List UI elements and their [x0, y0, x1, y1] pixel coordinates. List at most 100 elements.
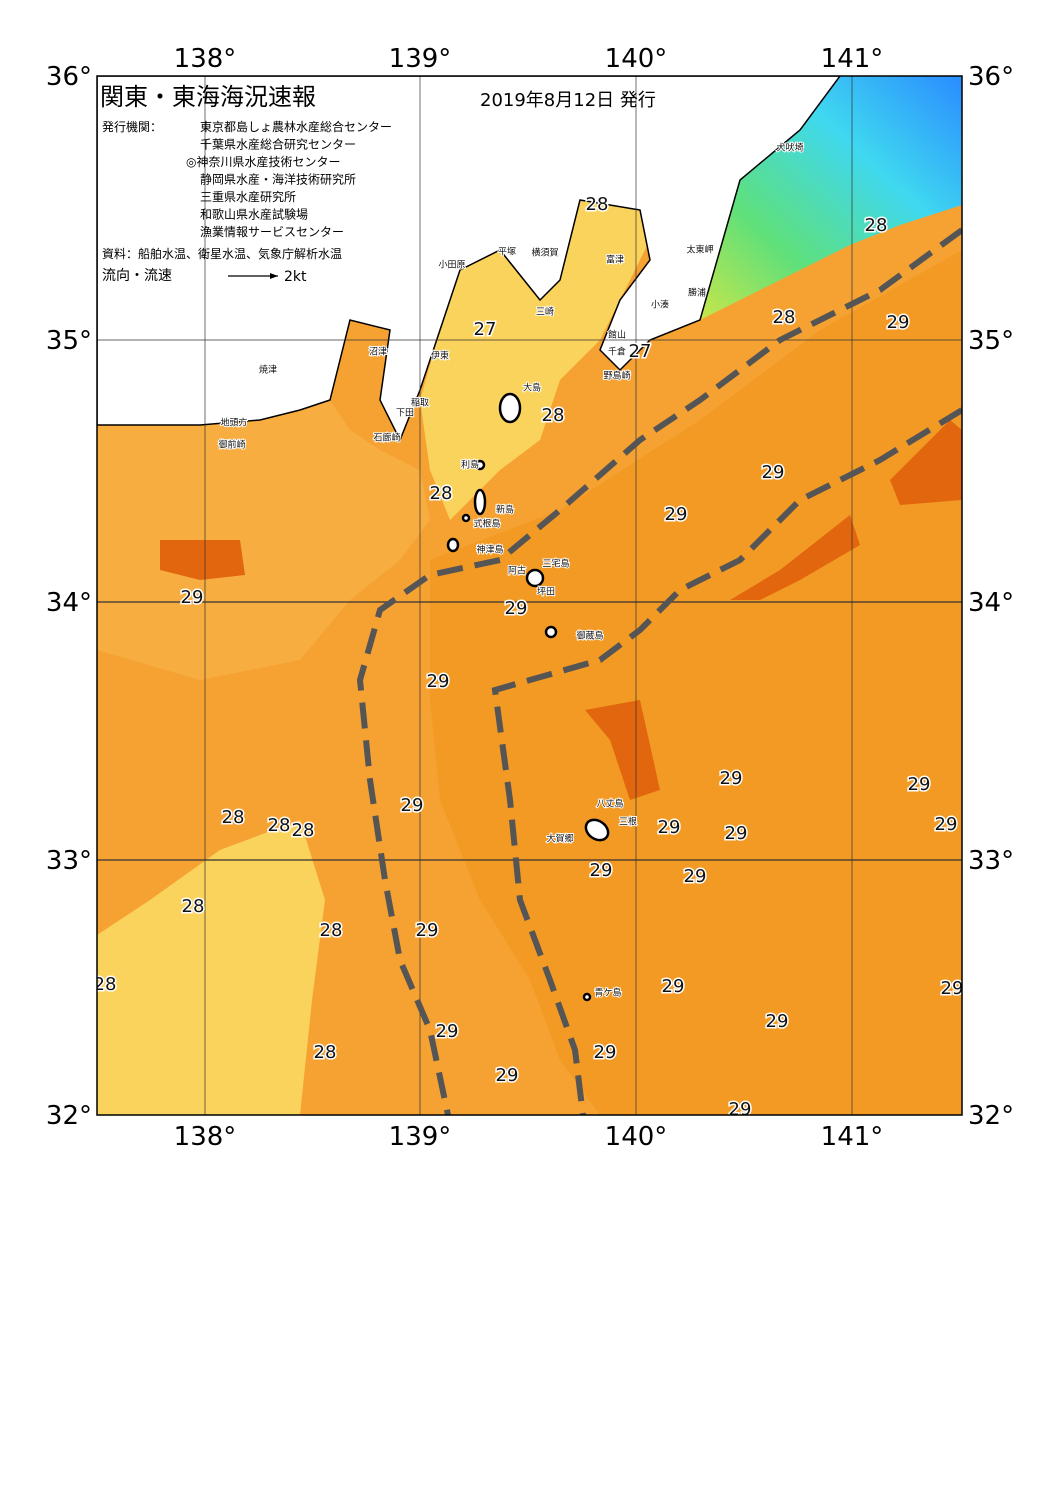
- place-name: 焼津: [259, 365, 277, 376]
- place-name: 小湊: [651, 299, 669, 311]
- temperature-label: 28: [314, 1042, 337, 1063]
- temperature-label: 27: [474, 319, 497, 340]
- temperature-label: 29: [181, 587, 204, 608]
- temperature-label: 29: [416, 920, 439, 941]
- temperature-label: 29: [908, 774, 931, 795]
- place-name: 稲取: [411, 397, 429, 409]
- place-name: 館山: [608, 329, 626, 341]
- flow-label: 流向・流速: [102, 268, 172, 284]
- place-name: 横須賀: [531, 247, 558, 259]
- temperature-label: 29: [662, 976, 685, 997]
- place-name: 御前崎: [218, 439, 245, 451]
- temperature-label: 29: [590, 860, 613, 881]
- temperature-label: 29: [729, 1099, 752, 1120]
- longitude-label: 139°: [389, 44, 452, 74]
- temperature-label: 29: [887, 312, 910, 333]
- place-name: 小田原: [438, 260, 465, 271]
- place-name: 下田: [396, 408, 414, 419]
- temperature-label: 28: [542, 405, 565, 426]
- place-name: 犬吠埼: [776, 142, 803, 154]
- longitude-label: 141°: [821, 44, 884, 74]
- place-name: 利島: [461, 459, 479, 471]
- place-name: 三宅島: [542, 558, 569, 570]
- temperature-label: 28: [430, 483, 453, 504]
- flow-scale: 2kt: [284, 269, 307, 285]
- temperature-label: 29: [684, 866, 707, 887]
- temperature-label: 29: [941, 978, 964, 999]
- place-name: 千倉: [608, 346, 626, 358]
- publisher: 静岡県水産・海洋技術研究所: [200, 172, 356, 187]
- place-name: 式根島: [473, 518, 500, 530]
- place-name: 青ケ島: [594, 987, 621, 999]
- temperature-label: 29: [766, 1011, 789, 1032]
- latitude-label: 33°: [968, 846, 1014, 876]
- place-name: 野島崎: [603, 370, 630, 382]
- temperature-label: 27: [629, 341, 652, 362]
- temperature-label: 29: [436, 1021, 459, 1042]
- temperature-label: 29: [594, 1042, 617, 1063]
- publisher-label: 発行機関：: [102, 119, 162, 134]
- temperature-label: 29: [427, 671, 450, 692]
- flow-arrow-head: [270, 273, 278, 279]
- temperature-label: 28: [320, 920, 343, 941]
- latitude-label: 36°: [46, 62, 92, 92]
- publisher: 東京都島しょ農林水産総合センター: [200, 119, 392, 134]
- place-name: 三根: [619, 816, 637, 828]
- temperature-label: 29: [658, 817, 681, 838]
- place-name: 神津島: [476, 544, 503, 556]
- date: 2019年8月12日 発行: [480, 90, 656, 111]
- place-name: 地頭方: [220, 417, 247, 429]
- longitude-label: 138°: [174, 1122, 237, 1152]
- place-name: 石廊崎: [373, 432, 400, 444]
- place-name: 沼津: [369, 347, 387, 358]
- temperature-label: 28: [292, 820, 315, 841]
- place-name: 坪田: [537, 587, 555, 598]
- temperature-label: 29: [720, 768, 743, 789]
- latitude-label: 34°: [46, 588, 92, 618]
- longitude-label: 141°: [821, 1122, 884, 1152]
- publisher: 千葉県水産総合研究センター: [200, 137, 356, 152]
- temperature-label: 28: [94, 974, 117, 995]
- temperature-label: 29: [505, 598, 528, 619]
- publisher: 和歌山県水産試験場: [200, 207, 308, 222]
- publisher: 漁業情報サービスセンター: [200, 225, 344, 239]
- latitude-label: 33°: [46, 846, 92, 876]
- temperature-label: 29: [496, 1065, 519, 1086]
- temperature-label: 28: [586, 194, 609, 215]
- place-name: 八丈島: [596, 798, 623, 810]
- longitude-label: 138°: [174, 44, 237, 74]
- temperature-label: 28: [222, 807, 245, 828]
- temperature-label: 29: [762, 462, 785, 483]
- latitude-label: 36°: [968, 62, 1014, 92]
- place-name: 新島: [496, 504, 514, 516]
- temperature-label: 28: [865, 215, 888, 236]
- place-name: 富津: [606, 254, 624, 266]
- latitude-label: 35°: [968, 326, 1014, 356]
- longitude-label: 140°: [605, 1122, 668, 1152]
- latitude-label: 32°: [968, 1101, 1014, 1131]
- temperature-label: 29: [665, 504, 688, 525]
- longitude-label: 140°: [605, 44, 668, 74]
- temperature-label: 28: [773, 307, 796, 328]
- temperature-label: 28: [268, 815, 291, 836]
- source: 資料：船舶水温、衛星水温、気象庁解析水温: [102, 246, 342, 261]
- publisher: ◎神奈川県水産技術センター: [186, 154, 340, 169]
- longitude-label: 139°: [389, 1122, 452, 1152]
- place-name: 太東岬: [686, 244, 713, 256]
- temperature-label: 29: [725, 823, 748, 844]
- place-name: 勝浦: [688, 287, 706, 299]
- latitude-label: 32°: [46, 1101, 92, 1131]
- temperature-label: 29: [401, 795, 424, 816]
- temperature-label: 28: [182, 896, 205, 917]
- place-name: 三崎: [536, 306, 554, 318]
- place-name: 伊東: [431, 350, 449, 362]
- place-name: 阿古: [508, 565, 526, 577]
- place-name: 御蔵島: [576, 630, 603, 642]
- map-frame: [96, 75, 963, 1116]
- temperature-label: 29: [935, 814, 958, 835]
- publisher: 三重県水産研究所: [200, 189, 296, 204]
- place-name: 大賀郷: [546, 833, 573, 845]
- place-name: 大島: [523, 382, 541, 394]
